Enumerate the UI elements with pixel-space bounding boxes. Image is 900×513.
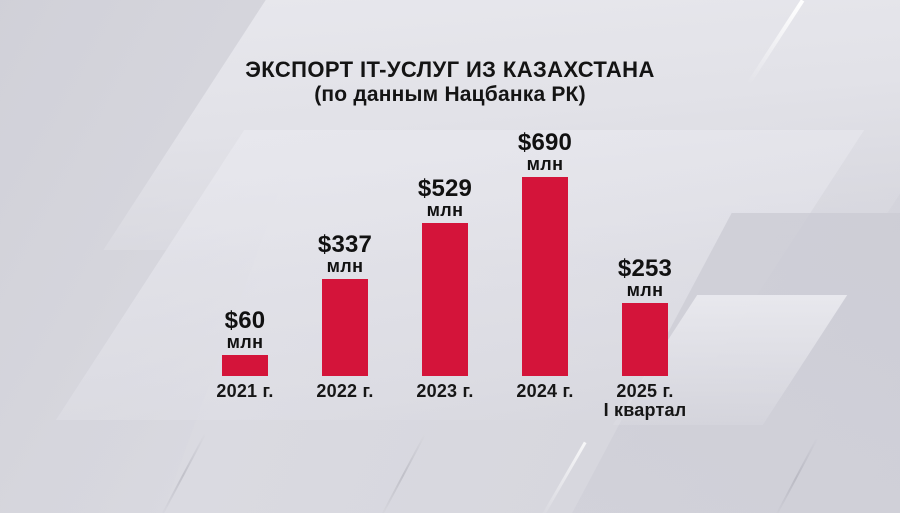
value-label: $529 [417, 175, 473, 202]
bar-column-2025: $253 млн 2025 г. I квартал [595, 0, 695, 513]
value-label-group: $253 млн [618, 257, 672, 300]
value-label: $60 [224, 307, 266, 334]
unit-label: млн [426, 200, 464, 220]
year-label: 2025 г. [616, 381, 674, 401]
unit-label: млн [526, 154, 564, 174]
unit-label: млн [226, 332, 264, 352]
year-label: 2021 г. [216, 381, 274, 401]
value-label-group: $529 млн [418, 177, 472, 220]
bar-2022 [322, 279, 368, 376]
period-note: I квартал [603, 400, 687, 420]
plot-area: $60 млн [195, 0, 295, 376]
value-label-group: $337 млн [318, 233, 372, 276]
plot-area: $690 млн [495, 0, 595, 376]
unit-label: млн [626, 280, 664, 300]
bar-column-2023: $529 млн 2023 г. [395, 0, 495, 513]
bar-column-2022: $337 млн 2022 г. [295, 0, 395, 513]
axis-label-2021: 2021 г. [216, 382, 273, 401]
axis-label-2025: 2025 г. I квартал [604, 382, 687, 420]
value-label: $337 [317, 231, 373, 258]
bar-2021 [222, 355, 268, 376]
year-label: 2022 г. [316, 381, 374, 401]
plot-area: $529 млн [395, 0, 495, 376]
bar-2023 [422, 223, 468, 376]
axis-label-2023: 2023 г. [416, 382, 473, 401]
facet-seam [773, 437, 819, 513]
year-label: 2024 г. [516, 381, 574, 401]
value-label-group: $690 млн [518, 131, 572, 174]
bar-2025-q1 [622, 303, 668, 376]
value-label: $253 [617, 255, 673, 282]
axis-label-2022: 2022 г. [316, 382, 373, 401]
unit-label: млн [326, 256, 364, 276]
bar-column-2024: $690 млн 2024 г. [495, 0, 595, 513]
bar-2024 [522, 177, 568, 376]
bar-column-2021: $60 млн 2021 г. [195, 0, 295, 513]
value-label: $690 [517, 129, 573, 156]
year-label: 2023 г. [416, 381, 474, 401]
plot-area: $253 млн [595, 0, 695, 376]
plot-area: $337 млн [295, 0, 395, 376]
axis-label-2024: 2024 г. [516, 382, 573, 401]
bar-chart: $60 млн 2021 г. $337 млн 2022 г. [195, 0, 695, 513]
value-label-group: $60 млн [225, 309, 266, 352]
